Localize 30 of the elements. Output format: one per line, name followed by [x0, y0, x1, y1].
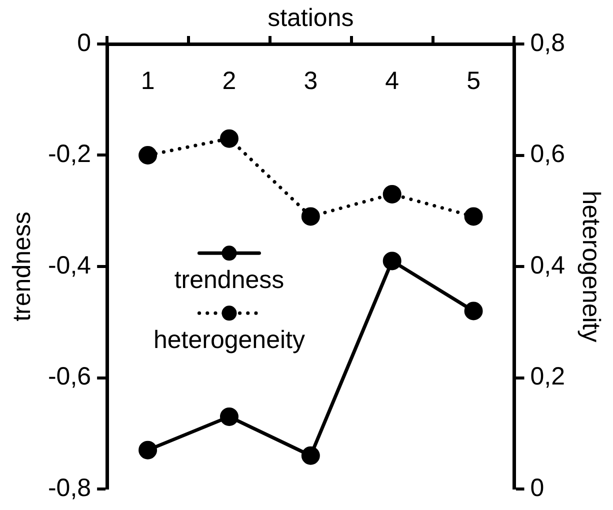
- x-tick-label: 2: [222, 66, 236, 95]
- x-tick-label: 3: [304, 66, 318, 95]
- y2-tick-label: 0,8: [530, 28, 566, 57]
- y2-axis-title: heterogeneity: [577, 190, 606, 343]
- point: [220, 129, 238, 148]
- point: [138, 146, 158, 164]
- point: [382, 252, 402, 270]
- point: [464, 207, 483, 226]
- point: [220, 407, 238, 426]
- legend-label: trendness: [174, 266, 284, 294]
- y-tick-label: -0,2: [48, 140, 92, 168]
- y2-tick-label: 0,2: [530, 362, 566, 391]
- x-tick-label: 1: [140, 66, 155, 95]
- x-tick-label: 5: [466, 66, 480, 95]
- point: [301, 446, 320, 465]
- point: [138, 440, 158, 460]
- x-axis-title: stations: [268, 4, 354, 32]
- y2-tick-label: 0,4: [530, 251, 566, 280]
- point: [301, 207, 320, 226]
- legend-label: heterogeneity: [153, 326, 306, 354]
- y-tick-label: -0,8: [48, 474, 92, 502]
- point: [382, 184, 402, 204]
- y-tick-label: 0: [77, 28, 92, 57]
- y-tick-label: -0,6: [48, 362, 92, 391]
- y2-tick-label: 0,6: [530, 140, 566, 168]
- y2-tick-label: 0: [530, 474, 544, 502]
- y-axis-title: trendness: [8, 212, 36, 322]
- y-tick-label: -0,4: [48, 251, 92, 280]
- x-tick-label: 4: [385, 66, 400, 95]
- point: [464, 302, 483, 320]
